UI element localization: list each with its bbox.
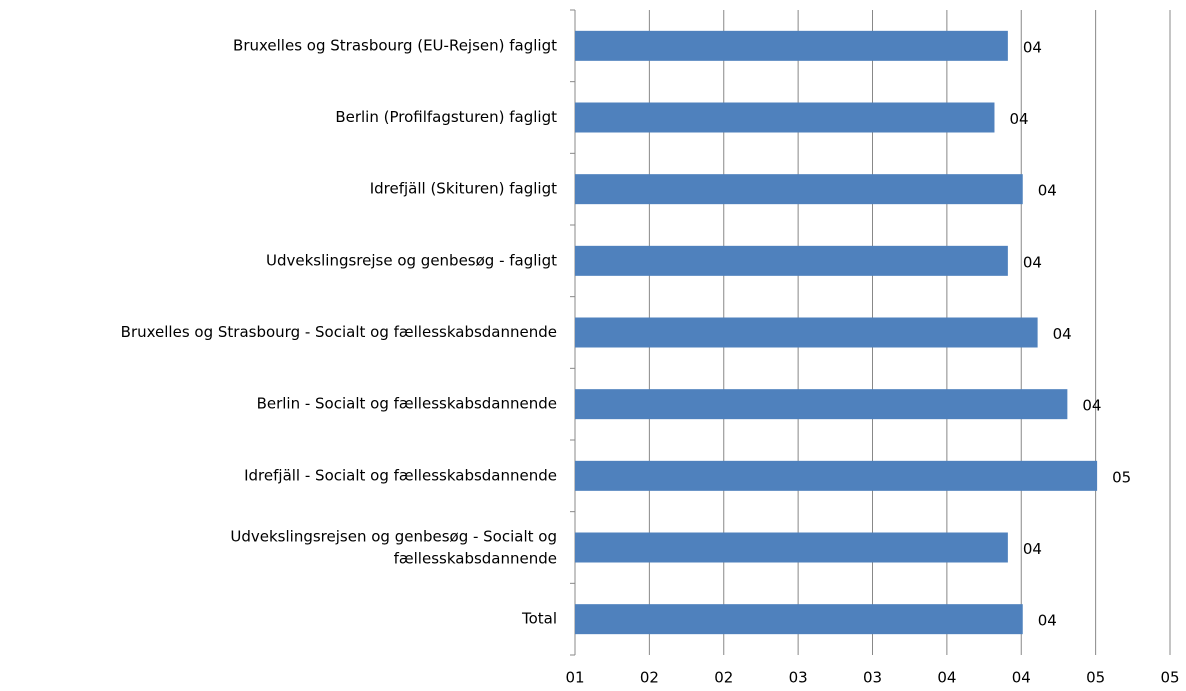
x-tick-label: 05 (1086, 669, 1105, 687)
bar (575, 30, 1008, 61)
x-tick-label: 01 (565, 669, 584, 687)
y-tick-label: Bruxelles og Strasbourg - Socialt og fæl… (121, 323, 557, 341)
bar (575, 317, 1038, 348)
data-label: 04 (1038, 612, 1057, 630)
x-tick-label: 05 (1160, 669, 1179, 687)
data-label: 04 (1038, 182, 1057, 200)
y-tick-label: Bruxelles og Strasbourg (EU-Rejsen) fagl… (233, 36, 557, 54)
data-label: 04 (1023, 38, 1042, 56)
x-tick-label: 02 (640, 669, 659, 687)
bar (575, 532, 1008, 563)
y-tick-label: Idrefjäll - Socialt og fællesskabsdannen… (244, 466, 557, 484)
data-label: 04 (1009, 110, 1028, 128)
bar (575, 389, 1068, 420)
data-label: 05 (1112, 468, 1131, 486)
bar (575, 102, 995, 133)
bar (575, 174, 1023, 205)
y-tick-label: Idrefjäll (Skituren) fagligt (370, 180, 557, 198)
y-tick-label: Total (521, 610, 557, 628)
data-label: 04 (1023, 253, 1042, 271)
bar (575, 604, 1023, 635)
data-label: 04 (1053, 325, 1072, 343)
bar (575, 245, 1008, 276)
y-tick-label: Berlin (Profilfagsturen) fagligt (335, 108, 557, 126)
data-label: 04 (1023, 540, 1042, 558)
x-tick-label: 03 (789, 669, 808, 687)
x-tick-label: 04 (937, 669, 956, 687)
x-tick-label: 02 (714, 669, 733, 687)
bar (575, 460, 1098, 491)
x-tick-label: 03 (863, 669, 882, 687)
y-tick-label: Berlin - Socialt og fællesskabsdannende (257, 395, 557, 413)
x-tick-label: 04 (1012, 669, 1031, 687)
data-label: 04 (1082, 397, 1101, 415)
y-tick-label: Udvekslingsrejsen og genbesøg - Socialt … (230, 527, 557, 567)
y-tick-label: Udvekslingsrejse og genbesøg - fagligt (266, 251, 557, 269)
